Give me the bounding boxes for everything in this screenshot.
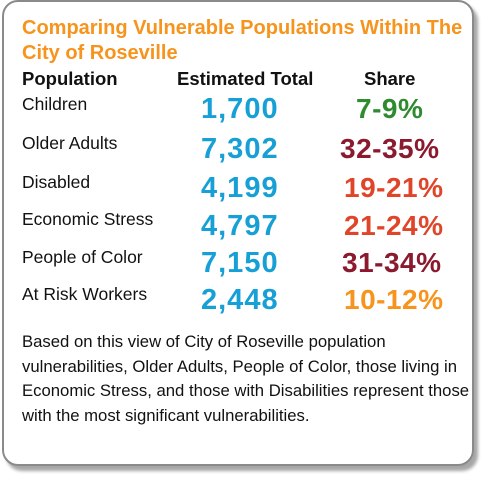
row-total-older-adults: 7,302 bbox=[201, 133, 279, 165]
row-share-children: 7-9% bbox=[356, 93, 424, 124]
row-total-economic-stress: 4,797 bbox=[201, 210, 279, 242]
row-share-people-of-color: 31-34% bbox=[342, 247, 442, 278]
row-share-older-adults: 32-35% bbox=[340, 133, 440, 164]
row-total-children: 1,700 bbox=[201, 93, 279, 125]
summary-paragraph: Based on this view of City of Roseville … bbox=[22, 332, 470, 425]
row-total-at-risk-workers: 2,448 bbox=[201, 284, 279, 316]
row-population-disabled: Disabled bbox=[22, 172, 91, 192]
summary-card: Comparing Vulnerable Populations Within … bbox=[2, 0, 474, 466]
row-population-at-risk-workers: At Risk Workers bbox=[22, 284, 148, 304]
row-population-economic-stress: Economic Stress bbox=[22, 209, 154, 229]
row-population-older-adults: Older Adults bbox=[22, 133, 118, 153]
population-column-header: Population bbox=[22, 68, 118, 89]
share-column-header: Share bbox=[364, 68, 416, 89]
card-title: Comparing Vulnerable Populations Within … bbox=[22, 17, 463, 64]
row-population-children: Children bbox=[22, 94, 88, 114]
row-total-disabled: 4,199 bbox=[201, 172, 279, 204]
row-share-economic-stress: 21-24% bbox=[344, 210, 444, 241]
row-population-people-of-color: People of Color bbox=[22, 247, 143, 267]
row-share-at-risk-workers: 10-12% bbox=[344, 284, 444, 315]
row-total-people-of-color: 7,150 bbox=[201, 247, 279, 279]
row-share-disabled: 19-21% bbox=[344, 172, 444, 203]
estimated-total-column-header: Estimated Total bbox=[177, 68, 314, 89]
